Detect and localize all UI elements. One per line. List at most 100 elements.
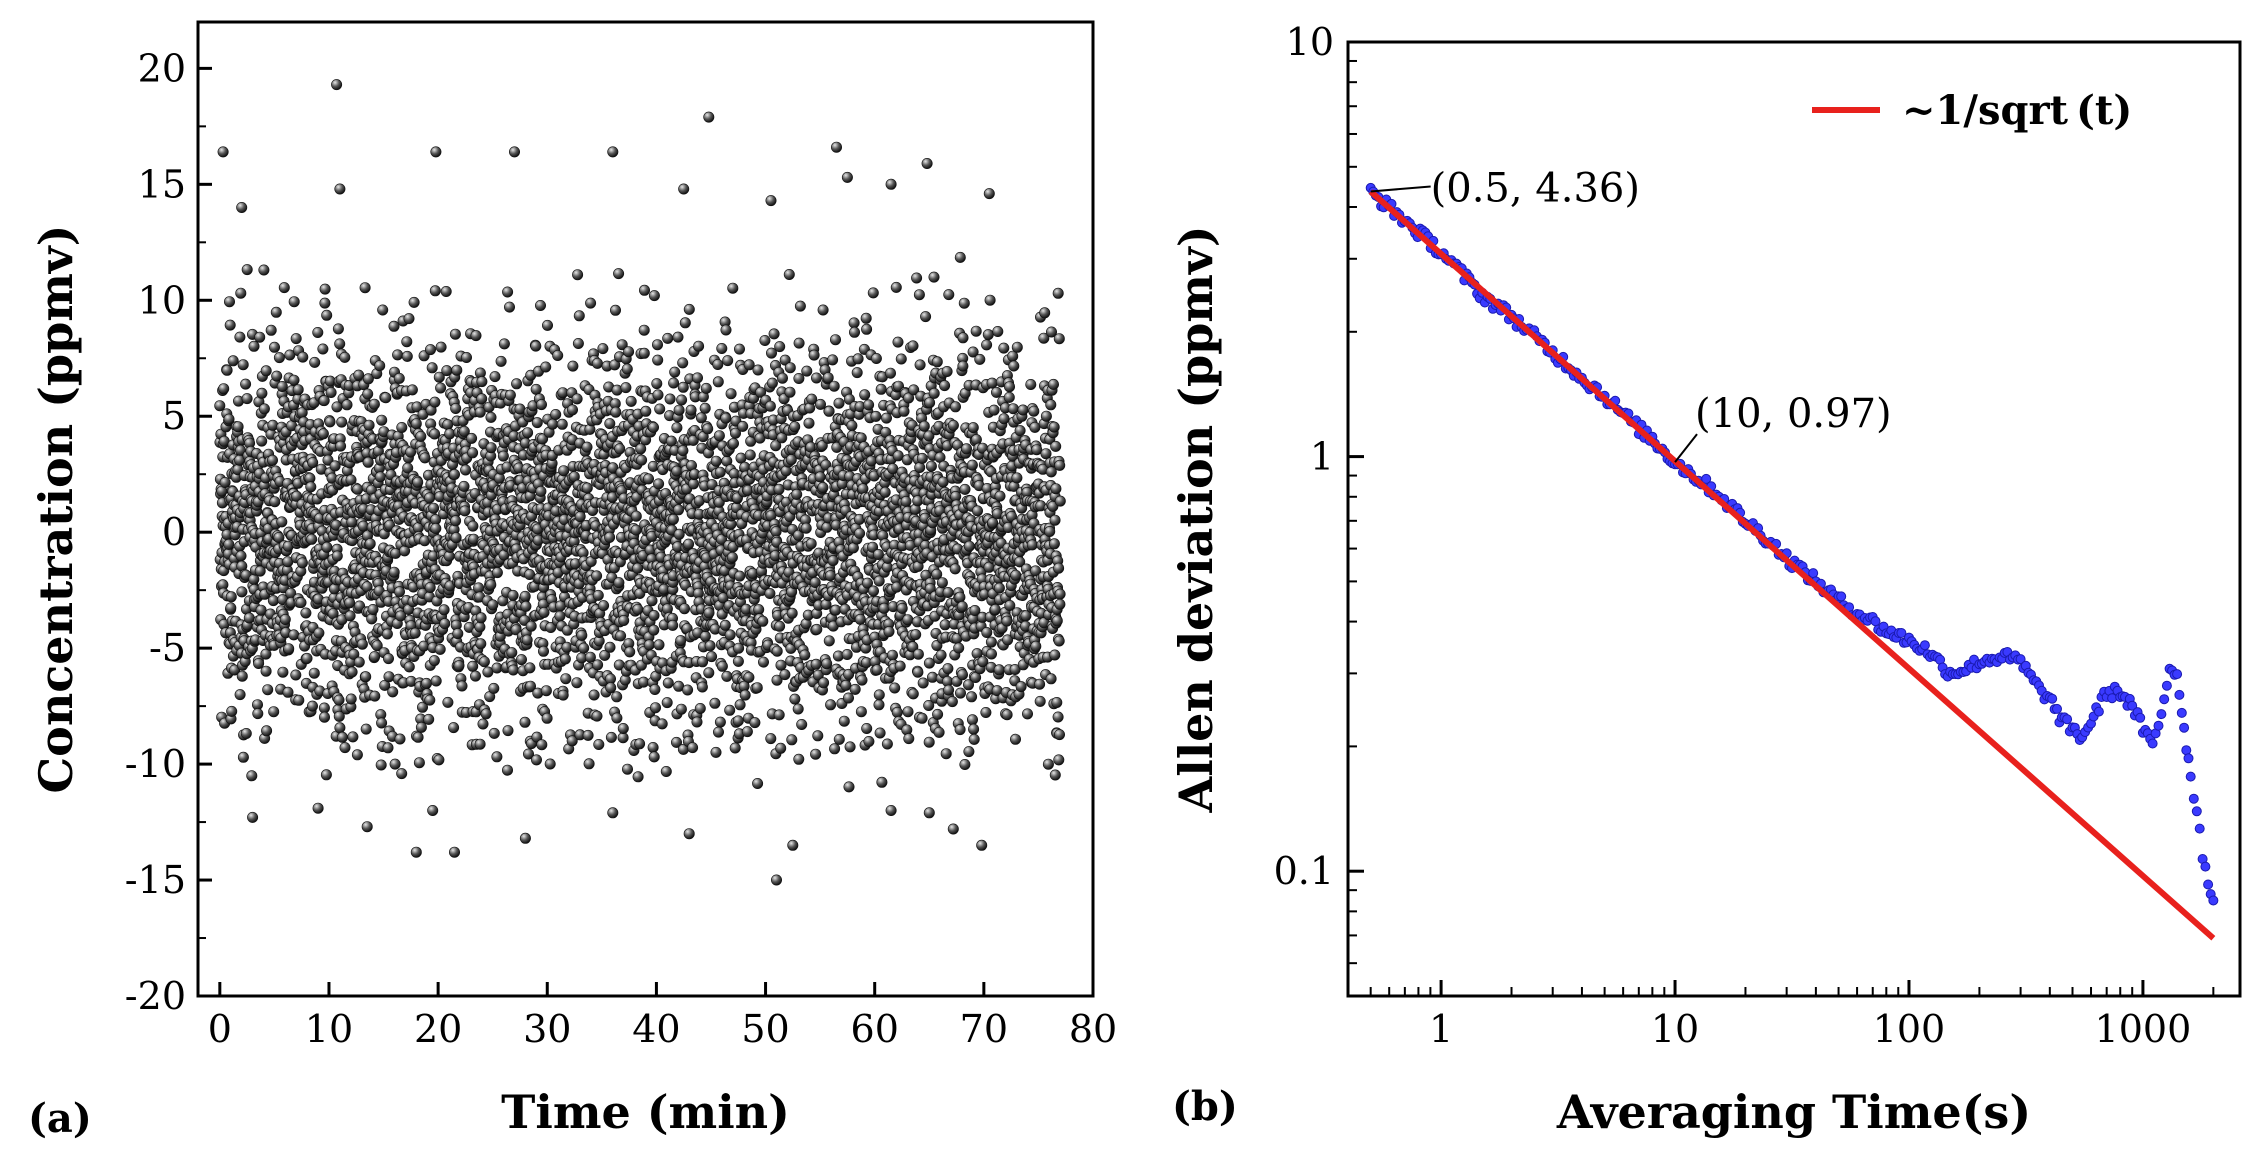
data-point — [382, 742, 394, 754]
data-point — [305, 481, 317, 493]
data-point — [993, 582, 1005, 594]
panel-a-y-tick-label: 10 — [138, 278, 186, 322]
panel-a-x-tick-label: 60 — [851, 1007, 899, 1051]
data-point — [957, 332, 969, 344]
data-point — [998, 342, 1010, 354]
data-point — [924, 397, 936, 409]
panel-a-x-tick-label: 0 — [208, 1007, 232, 1051]
data-point — [912, 666, 924, 678]
data-point — [423, 713, 435, 725]
data-point — [875, 383, 887, 395]
data-point — [638, 347, 650, 359]
data-point — [452, 628, 464, 640]
data-point — [582, 729, 594, 741]
data-point — [687, 478, 699, 490]
data-point — [430, 522, 442, 534]
data-point — [614, 443, 626, 455]
data-point — [960, 443, 972, 455]
data-point — [362, 456, 374, 468]
panel-a-x-tick-label: 50 — [741, 1007, 789, 1051]
data-point — [649, 683, 661, 695]
allan-point — [1919, 640, 1930, 651]
data-point — [880, 412, 892, 424]
data-point — [825, 699, 837, 711]
data-point — [544, 758, 556, 770]
data-point-outlier — [765, 195, 777, 207]
data-point — [917, 677, 929, 689]
allan-point — [2135, 712, 2146, 723]
data-point — [630, 510, 642, 522]
data-point — [466, 432, 478, 444]
data-point — [559, 653, 571, 665]
data-point — [985, 648, 997, 660]
data-point — [495, 355, 507, 367]
data-point — [1034, 695, 1046, 707]
allan-point — [2153, 720, 2164, 731]
data-point — [336, 731, 348, 743]
data-point — [1044, 525, 1056, 537]
data-point — [759, 334, 771, 346]
data-point — [388, 320, 400, 332]
data-point — [1003, 391, 1015, 403]
panel-a-y-tick-label: -10 — [125, 742, 186, 786]
data-point — [786, 734, 798, 746]
data-point — [237, 359, 249, 371]
data-point — [712, 726, 724, 738]
data-point — [507, 664, 519, 676]
data-point — [1028, 405, 1040, 417]
panel-a-x-tick-label: 20 — [414, 1007, 462, 1051]
data-point-outlier — [770, 874, 782, 886]
data-point-outlier — [830, 141, 842, 153]
data-point — [861, 323, 873, 335]
data-point — [963, 540, 975, 552]
data-point — [363, 419, 375, 431]
data-point — [776, 372, 788, 384]
data-point — [710, 746, 722, 758]
data-point — [235, 287, 247, 299]
data-point — [256, 387, 268, 399]
data-point — [954, 724, 966, 736]
data-point — [685, 404, 697, 416]
data-point — [1011, 472, 1023, 484]
data-point — [923, 657, 935, 669]
data-point — [817, 481, 829, 493]
data-point — [224, 296, 236, 308]
data-point — [345, 474, 357, 486]
data-point — [757, 615, 769, 627]
data-point — [260, 365, 272, 377]
data-point — [942, 663, 954, 675]
data-point-outlier — [247, 811, 259, 823]
data-point — [651, 339, 663, 351]
data-point — [902, 614, 914, 626]
data-point — [219, 476, 231, 488]
data-point — [273, 352, 285, 364]
data-point — [859, 389, 871, 401]
data-point-outlier — [508, 146, 520, 158]
data-point — [691, 716, 703, 728]
data-point — [824, 570, 836, 582]
data-point — [923, 736, 935, 748]
data-point — [956, 669, 968, 681]
data-point — [419, 452, 431, 464]
data-point — [333, 710, 345, 722]
data-point — [870, 410, 882, 422]
data-point — [656, 718, 668, 730]
data-point — [374, 471, 386, 483]
data-point — [519, 716, 531, 728]
data-point-outlier — [334, 183, 346, 195]
data-point — [791, 488, 803, 500]
data-point — [396, 768, 408, 780]
data-point — [333, 694, 345, 706]
data-point — [653, 478, 665, 490]
data-point — [632, 562, 644, 574]
data-point-outlier — [885, 178, 897, 190]
data-point — [793, 753, 805, 765]
data-point — [320, 769, 332, 781]
data-point — [354, 600, 366, 612]
data-point — [531, 417, 543, 429]
data-point — [489, 371, 501, 383]
data-point — [560, 673, 572, 685]
data-point — [1042, 758, 1054, 770]
data-point-outlier — [787, 839, 799, 851]
